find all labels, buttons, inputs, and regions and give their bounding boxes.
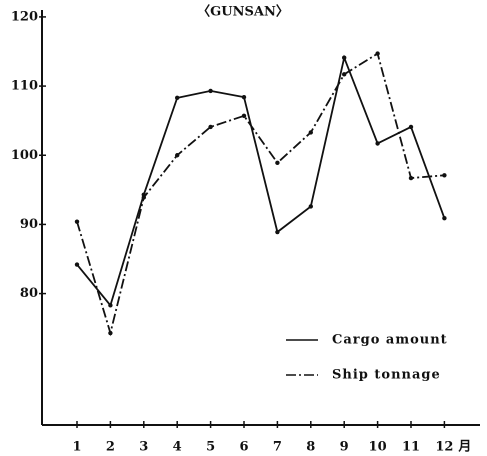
marker — [342, 72, 347, 77]
x-tick-label: 2 — [106, 440, 115, 455]
x-tick-label: 4 — [173, 440, 182, 455]
chart-title: 〈GUNSAN〉 — [197, 4, 289, 20]
x-tick-label: 7 — [273, 440, 282, 455]
x-tick-label: 1 — [72, 440, 81, 455]
y-tick-label: 110 — [11, 79, 38, 94]
x-tick-label: 10 — [369, 440, 387, 455]
legend-label: Ship tonnage — [332, 368, 441, 383]
marker — [375, 141, 380, 146]
marker — [74, 219, 80, 224]
marker — [275, 160, 280, 166]
x-tick-label: 6 — [239, 440, 248, 455]
marker — [175, 153, 180, 158]
marker — [74, 262, 80, 267]
y-tick-label: 80 — [20, 286, 38, 301]
marker — [275, 229, 280, 235]
legend-label: Cargo amount — [332, 333, 448, 348]
x-tick-label: 12 — [435, 440, 453, 455]
marker — [342, 55, 347, 60]
marker — [175, 95, 180, 101]
marker — [208, 124, 213, 130]
marker — [241, 94, 247, 100]
line — [76, 54, 446, 308]
marker — [141, 195, 146, 200]
marker — [308, 130, 313, 135]
marker — [442, 173, 447, 178]
marker — [408, 124, 414, 130]
marker — [375, 51, 380, 56]
marker — [442, 215, 447, 221]
x-tick-label: 8 — [306, 440, 315, 455]
marker — [241, 113, 247, 119]
x-tick-label: 3 — [139, 440, 148, 455]
marker — [108, 303, 113, 308]
marker — [208, 88, 213, 94]
y-tick-label: 120 — [11, 9, 38, 24]
x-tick-label: 11 — [402, 440, 420, 455]
x-unit: 月 — [457, 440, 471, 455]
line — [76, 52, 445, 337]
y-tick-label: 90 — [20, 217, 38, 232]
x-tick-label: 9 — [340, 440, 349, 455]
y-tick-label: 100 — [11, 148, 38, 163]
x-tick-label: 5 — [206, 440, 215, 455]
marker — [408, 175, 414, 181]
marker — [108, 330, 113, 336]
marker — [308, 204, 313, 209]
